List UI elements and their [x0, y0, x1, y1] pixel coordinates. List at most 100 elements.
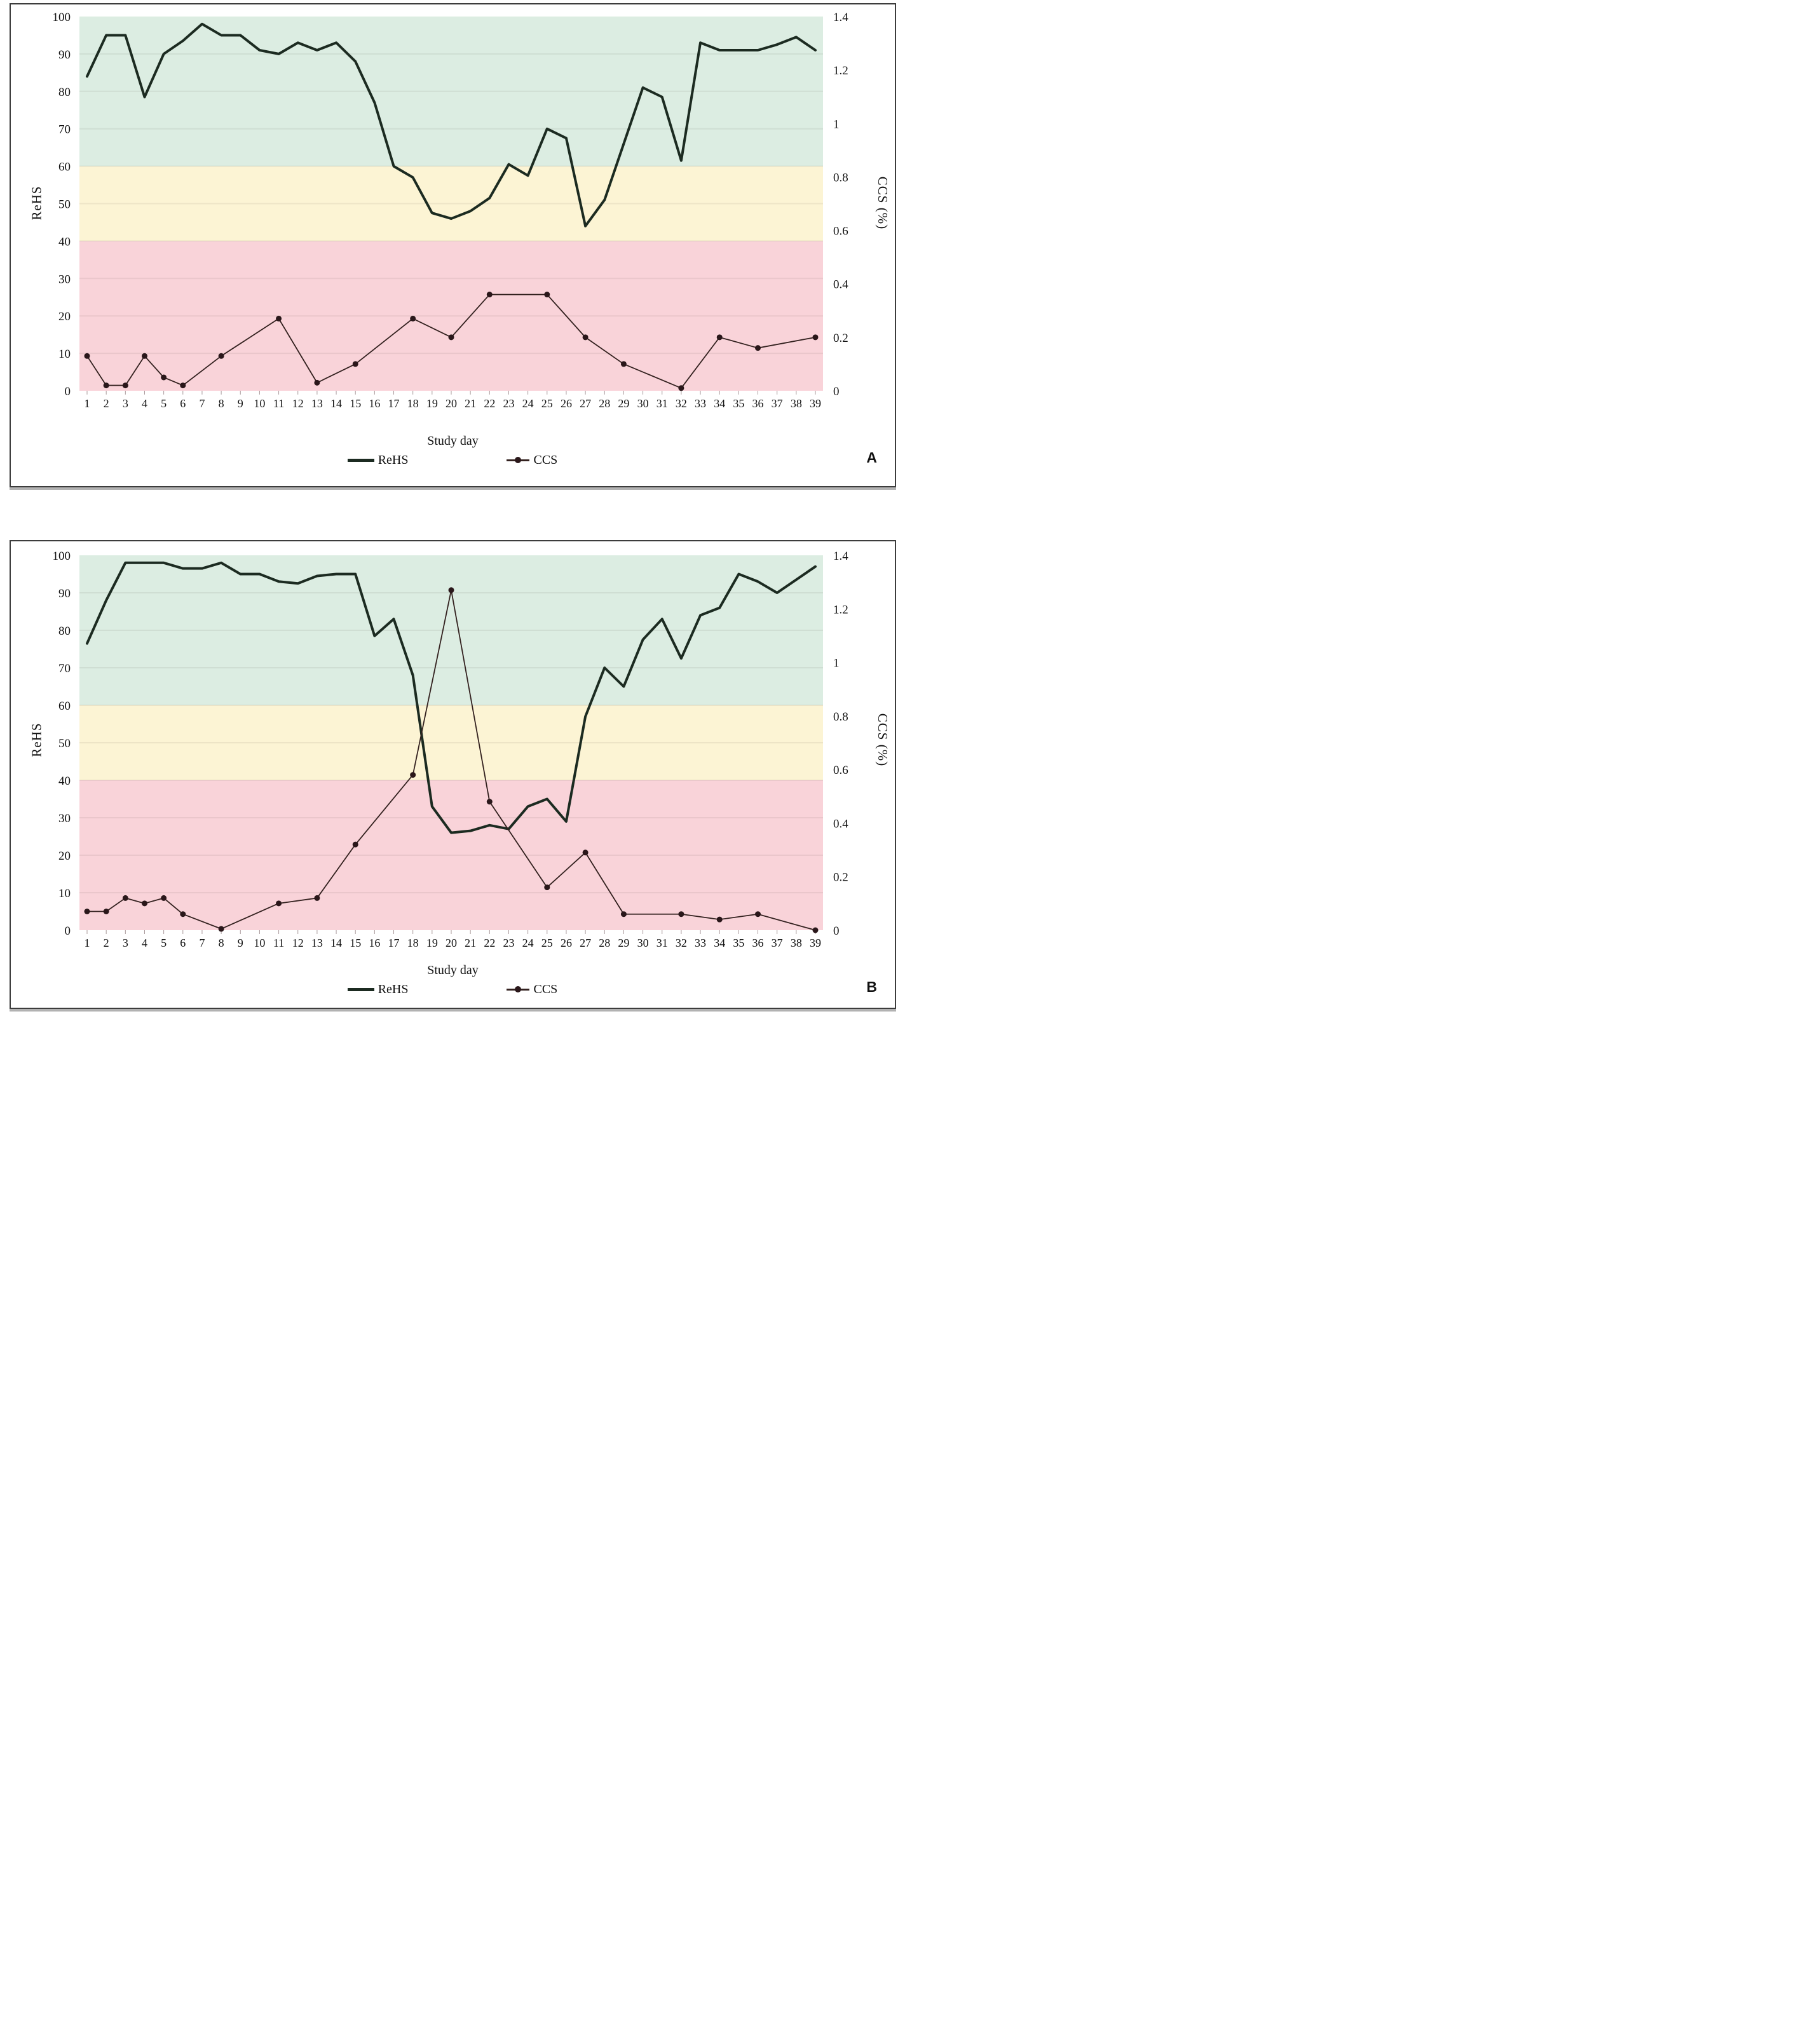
ccs-dotline-swatch-icon: [507, 457, 530, 463]
x-tick-label: 13: [311, 937, 323, 949]
y-left-tick-label: 100: [53, 11, 71, 24]
score-bands: [79, 17, 823, 391]
y-right-tick-label: 0: [833, 385, 840, 398]
y-left-tick-label: 40: [58, 775, 71, 788]
x-tick-label: 33: [695, 397, 706, 410]
x-tick-label: 16: [369, 397, 380, 410]
x-tick-label: 30: [637, 397, 649, 410]
chart-a-y-left-axis-title: ReHS: [29, 186, 44, 220]
x-tick-label: 22: [484, 397, 495, 410]
x-tick-label: 20: [446, 397, 457, 410]
x-tick-label: 23: [503, 397, 514, 410]
x-axis-ticks: 1 2 3 4 5 6 7 8 9 10 11 12 13 14 15 16 17 18 19 20 21 22 23 24 2…: [85, 930, 821, 949]
ccs-data-point-day-8: [218, 353, 224, 359]
x-tick-label: 1: [85, 397, 90, 410]
panel-letter-b: B: [866, 978, 877, 995]
y-left-tick-label: 30: [58, 273, 71, 286]
x-tick-label: 7: [199, 397, 205, 410]
x-tick-label: 25: [541, 937, 553, 949]
y-right-tick-label: 0.4: [833, 817, 848, 830]
x-tick-label: 4: [142, 937, 147, 949]
ccs-data-point-day-29: [620, 911, 627, 917]
y-left-tick-label: 0: [65, 924, 71, 938]
ccs-series-markers: [84, 587, 819, 933]
x-tick-label: 31: [657, 397, 668, 410]
band-40-60: [79, 705, 823, 780]
x-tick-label: 29: [618, 397, 629, 410]
x-tick-label: 10: [254, 937, 265, 949]
ccs-data-point-day-5: [161, 895, 167, 901]
ccs-data-point-day-36: [755, 345, 761, 351]
ccs-data-point-day-15: [352, 841, 358, 848]
y-right-tick-label: 0.8: [833, 171, 848, 184]
x-tick-label: 39: [810, 937, 821, 949]
legend-label-rehs: ReHS: [378, 453, 409, 467]
y-axis-left-labels: 0 10 20 30 40 50 60 70 80 90 100: [53, 11, 71, 398]
x-tick-label: 37: [772, 937, 783, 949]
y-left-tick-label: 40: [58, 235, 71, 248]
x-tick-label: 18: [407, 397, 419, 410]
rehs-series-line: [86, 22, 817, 227]
x-tick-label: 21: [465, 397, 476, 410]
chart-panel-b: 1 2 3 4 5 6 7 8 9 10 11 12 13 14 15 16 17 18 19 20 21 22 23 24 2…: [10, 540, 896, 1009]
y-right-tick-label: 1: [833, 118, 840, 131]
ccs-data-point-day-25: [544, 884, 550, 891]
ccs-data-point-day-1: [84, 353, 90, 359]
x-tick-label: 38: [791, 937, 802, 949]
x-tick-label: 19: [426, 937, 438, 949]
ccs-data-point-day-32: [678, 911, 684, 917]
x-tick-label: 8: [219, 937, 224, 949]
x-tick-label: 9: [238, 397, 243, 410]
x-tick-label: 17: [388, 937, 400, 949]
legend-label-ccs: CCS: [533, 982, 558, 996]
x-tick-label: 24: [522, 397, 534, 410]
x-tick-label: 6: [180, 397, 186, 410]
rehs-line-swatch-icon: [347, 459, 374, 462]
x-tick-label: 34: [714, 397, 725, 410]
band-60-100: [79, 17, 823, 166]
y-left-tick-label: 90: [58, 587, 71, 600]
x-tick-label: 14: [330, 397, 342, 410]
y-left-tick-label: 70: [58, 662, 71, 675]
ccs-data-point-day-27: [582, 334, 589, 341]
x-tick-label: 23: [503, 937, 514, 949]
y-right-tick-label: 0.6: [833, 225, 848, 238]
x-tick-label: 29: [618, 937, 629, 949]
ccs-data-point-day-4: [141, 353, 147, 359]
x-tick-label: 39: [810, 397, 821, 410]
x-tick-label: 3: [123, 397, 128, 410]
chart-b-y-left-axis-title: ReHS: [29, 722, 44, 757]
x-tick-label: 18: [407, 937, 419, 949]
ccs-data-point-day-6: [180, 911, 186, 917]
band-0-40: [79, 241, 823, 391]
y-right-tick-label: 1: [833, 657, 840, 670]
ccs-data-point-day-4: [141, 900, 147, 907]
x-tick-label: 15: [350, 937, 361, 949]
legend-item-ccs: CCS: [507, 453, 557, 468]
x-tick-label: 24: [522, 937, 534, 949]
ccs-data-point-day-32: [678, 385, 684, 391]
y-left-tick-label: 20: [58, 849, 71, 863]
legend-item-rehs: ReHS: [347, 453, 409, 468]
ccs-data-point-day-39: [812, 334, 819, 341]
x-tick-label: 35: [733, 937, 744, 949]
ccs-data-point-day-20: [448, 587, 454, 593]
y-right-tick-label: 0.6: [833, 764, 848, 777]
ccs-data-point-day-22: [486, 292, 493, 298]
y-axis-right-labels: 0 0.2 0.4 0.6 0.8 1 1.2 1.4: [833, 11, 848, 398]
x-tick-label: 21: [465, 937, 476, 949]
chart-a-x-axis-title: Study day: [427, 434, 479, 448]
x-tick-label: 3: [123, 937, 128, 949]
x-tick-label: 32: [676, 937, 687, 949]
ccs-data-point-day-11: [276, 900, 282, 907]
x-tick-label: 12: [292, 397, 304, 410]
x-tick-label: 5: [161, 397, 167, 410]
ccs-data-point-day-18: [410, 315, 416, 321]
x-tick-label: 19: [426, 397, 438, 410]
x-tick-label: 11: [273, 397, 284, 410]
ccs-data-point-day-34: [716, 916, 723, 923]
x-tick-label: 10: [254, 397, 265, 410]
figure-two-panel-line-charts: { "figure": { "panels": [ { "id": "A", "…: [0, 0, 905, 1022]
y-left-tick-label: 70: [58, 123, 71, 137]
ccs-data-point-day-15: [352, 361, 358, 367]
